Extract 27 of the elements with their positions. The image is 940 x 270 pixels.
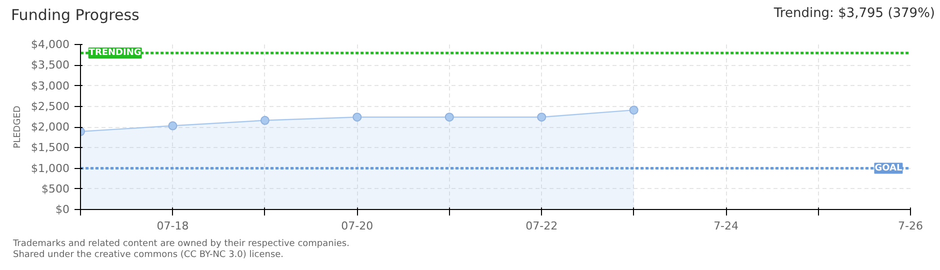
y-tick-label: $0 <box>56 203 70 216</box>
point <box>352 112 362 122</box>
point <box>444 112 454 122</box>
y-tick-label: $2,500 <box>31 100 70 113</box>
text: Shared under the creative commons (CC BY-NC 3.0) license. <box>13 250 284 260</box>
x-tick-label: 07-22 <box>526 220 558 232</box>
y-tick-label: $1,000 <box>31 162 70 175</box>
text: Trademarks and related content are owned by their respective companies. <box>13 239 350 249</box>
y-tick-label: $3,000 <box>31 79 70 92</box>
ref-line-label: TRENDING <box>88 48 142 58</box>
y-tick-label: $500 <box>42 182 70 196</box>
point <box>260 116 270 125</box>
chart-title: Funding Progress <box>11 5 140 26</box>
ref-line-label: GOAL <box>874 163 902 174</box>
point <box>168 121 178 130</box>
y-axis-title: PLEDGED <box>13 106 24 148</box>
x-tick-label: 7-26 <box>898 220 923 232</box>
y-tick-label: $3,500 <box>31 58 70 72</box>
x-tick-label: 07-18 <box>156 220 189 232</box>
point <box>629 106 638 115</box>
y-tick-label: $1,500 <box>31 141 70 154</box>
y-tick-label: $2,000 <box>31 120 70 134</box>
y-tick-label: $4,000 <box>31 38 70 51</box>
text: Trending: $3,795 (379%) <box>774 5 935 23</box>
x-tick-label: 7-24 <box>714 220 739 232</box>
point <box>537 112 546 122</box>
x-tick-label: 07-20 <box>341 220 374 232</box>
